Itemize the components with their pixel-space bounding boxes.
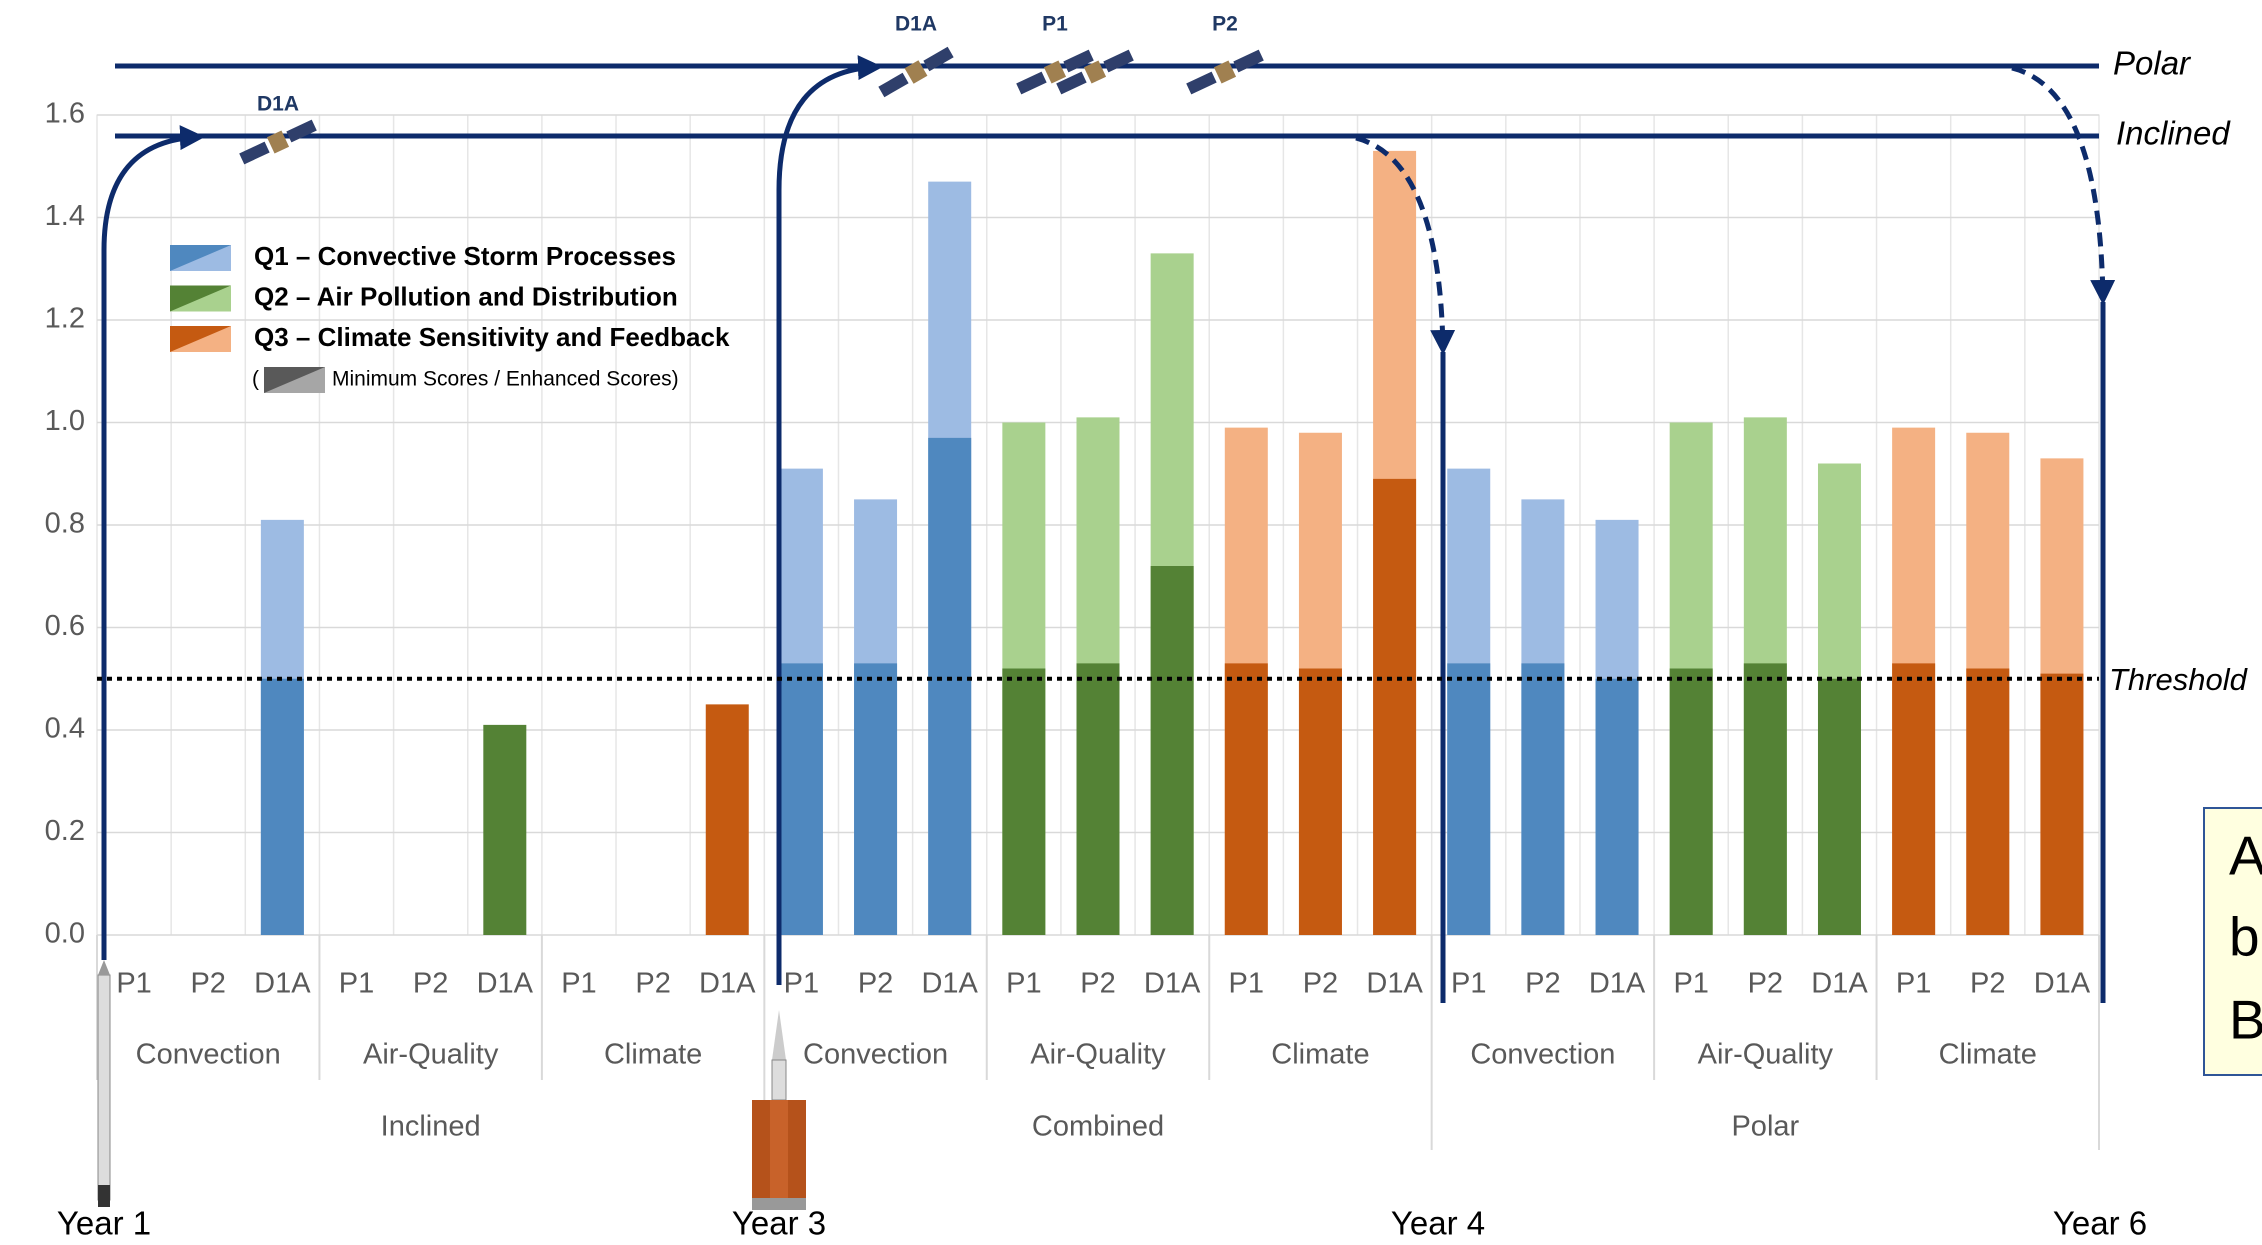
minimum-bar <box>1225 663 1268 935</box>
y-tick-label: 0.6 <box>45 610 85 642</box>
legend-note: Minimum Scores / Enhanced Scores) <box>332 368 679 391</box>
satellite <box>1185 47 1265 97</box>
minimum-bar <box>1596 679 1639 935</box>
year-label: Year 4 <box>1391 1205 1485 1242</box>
x-tick-label: D1A <box>921 968 978 1000</box>
minimum-bar <box>483 725 526 935</box>
x-tick-label: P2 <box>858 968 893 1000</box>
minimum-bar <box>1299 669 1342 936</box>
minimum-bar <box>854 663 897 935</box>
legend-label: Q2 – Air Pollution and Distribution <box>254 281 678 311</box>
x-tick-label: D1A <box>1589 968 1646 1000</box>
minimum-bar <box>1151 566 1194 935</box>
satellite <box>877 44 955 100</box>
chart: 0.0 0.2 0.4 0.6 0.8 1.0 1.2 1.4 1.6 P1 P2 D1A P1 P2 D1… <box>0 0 2262 1245</box>
y-tick-label: 0.2 <box>45 815 85 847</box>
x-tick-label: D1A <box>699 968 756 1000</box>
orbit-label: Inclined <box>2116 115 2231 152</box>
minimum-bar <box>706 704 749 935</box>
supergroup-label: Inclined <box>381 1111 481 1143</box>
x-tick-label: P1 <box>116 968 151 1000</box>
minimum-bar <box>1818 679 1861 935</box>
y-tick-label: 1.0 <box>45 405 85 437</box>
x-tick-label: D1A <box>1144 968 1201 1000</box>
y-tick-label: 0.8 <box>45 508 85 540</box>
x-tick-label: P2 <box>190 968 225 1000</box>
x-tick-label: D1A <box>2034 968 2091 1000</box>
x-tick-label: P2 <box>1748 968 1783 1000</box>
minimum-bar <box>780 663 823 935</box>
x-tick-label: D1A <box>254 968 311 1000</box>
x-tick-label: D1A <box>1811 968 1868 1000</box>
y-tick-label: 1.6 <box>45 98 85 130</box>
x-tick-label: P1 <box>561 968 596 1000</box>
group-label: Convection <box>1470 1039 1615 1071</box>
group-label: Air-Quality <box>1030 1039 1166 1071</box>
minimum-bar <box>1744 663 1787 935</box>
minimum-bar <box>1373 479 1416 935</box>
y-tick-label: 0.0 <box>45 918 85 950</box>
minimum-bar <box>1002 669 1045 936</box>
x-tick-label: P1 <box>1451 968 1486 1000</box>
x-tick-label: P1 <box>339 968 374 1000</box>
x-tick-label: P2 <box>1080 968 1115 1000</box>
minimum-bar <box>1447 663 1490 935</box>
x-tick-label: P1 <box>1673 968 1708 1000</box>
x-tick-label: P1 <box>1229 968 1264 1000</box>
minimum-bar <box>1966 669 2009 936</box>
satellite-label: D1A <box>895 13 937 36</box>
group-label: Air-Quality <box>363 1039 499 1071</box>
x-tick-label: P1 <box>1006 968 1041 1000</box>
minimum-bar <box>1077 663 1120 935</box>
x-tick-label: P2 <box>635 968 670 1000</box>
group-label: Convection <box>136 1039 281 1071</box>
side-box-text: A <box>2229 825 2262 887</box>
threshold-label: Threshold <box>2109 662 2249 697</box>
satellite <box>1055 47 1135 97</box>
group-label: Climate <box>1939 1039 2037 1071</box>
y-tick-label: 0.4 <box>45 713 85 745</box>
x-tick-label: P1 <box>784 968 819 1000</box>
x-tick-label: P1 <box>1896 968 1931 1000</box>
legend-note-open: ( <box>252 368 259 391</box>
minimum-bar <box>928 438 971 935</box>
x-tick-label: D1A <box>1366 968 1423 1000</box>
x-tick-label: P2 <box>1303 968 1338 1000</box>
satellite-label: D1A <box>257 93 299 116</box>
year-label: Year 6 <box>2053 1205 2147 1242</box>
x-tick-label: P2 <box>1525 968 1560 1000</box>
minimum-bar <box>1521 663 1564 935</box>
satellite <box>1015 47 1095 97</box>
year-label: Year 3 <box>732 1205 826 1242</box>
rocket <box>98 960 110 1207</box>
minimum-bar <box>261 679 304 935</box>
supergroup-label: Combined <box>1032 1111 1164 1143</box>
rocket <box>752 1010 806 1210</box>
y-tick-label: 1.2 <box>45 303 85 335</box>
x-tick-label: D1A <box>477 968 534 1000</box>
legend-label: Q3 – Climate Sensitivity and Feedback <box>254 322 730 352</box>
year-label: Year 1 <box>57 1205 151 1242</box>
side-box-text: b <box>2229 906 2260 968</box>
minimum-bar <box>1670 669 1713 936</box>
group-label: Climate <box>604 1039 702 1071</box>
orbit-label: Polar <box>2113 45 2192 82</box>
group-label: Air-Quality <box>1698 1039 1834 1071</box>
y-tick-label: 1.4 <box>45 200 85 232</box>
satellite-label: P1 <box>1042 13 1068 36</box>
legend-label: Q1 – Convective Storm Processes <box>254 241 676 271</box>
minimum-bar <box>2040 674 2083 935</box>
satellite-label: P2 <box>1212 13 1238 36</box>
supergroup-label: Polar <box>1731 1111 1799 1143</box>
group-label: Convection <box>803 1039 948 1071</box>
group-label: Climate <box>1271 1039 1369 1071</box>
x-tick-label: P2 <box>1970 968 2005 1000</box>
x-tick-label: P2 <box>413 968 448 1000</box>
side-box-text: B <box>2229 989 2262 1051</box>
minimum-bar <box>1892 663 1935 935</box>
